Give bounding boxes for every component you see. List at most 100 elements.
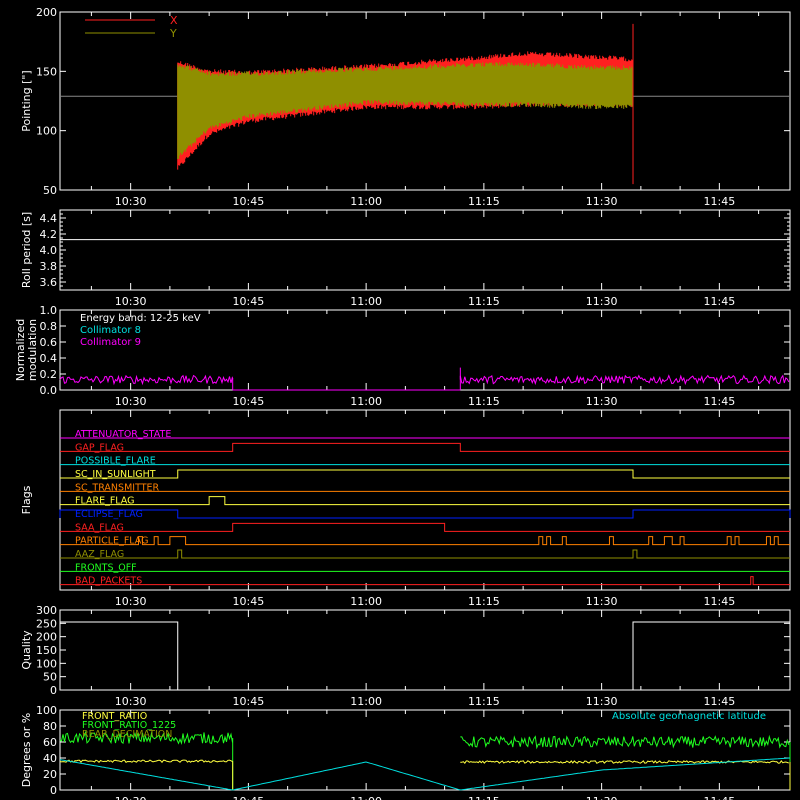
pointing-ytick-label: 150	[36, 65, 57, 78]
flag-label: ECLIPSE_FLAG	[75, 509, 143, 520]
modulation-ylabel: Normalized	[14, 319, 27, 381]
geomagnetic-latitude-curve	[59, 757, 791, 791]
flags-frame	[59, 409, 791, 591]
ratios-ytick-label: 40	[43, 752, 57, 765]
ratios-series-segment	[59, 730, 233, 745]
modulation-ytick-label: 0.4	[40, 352, 58, 365]
flags-time-label: 11:00	[350, 595, 382, 608]
pointing-time-label: 11:30	[586, 195, 618, 208]
pointing-time-label: 10:45	[233, 195, 265, 208]
pointing-ytick-label: 100	[36, 125, 57, 138]
roll_period-ytick-label: 4.0	[40, 244, 58, 257]
roll_period-ytick-label: 4.4	[40, 212, 58, 225]
modulation-ytick-label: 0.2	[40, 368, 58, 381]
modulation-time-label: 11:15	[468, 395, 500, 408]
pointing-ytick-label: 50	[43, 184, 57, 197]
ratios-ytick-label: 20	[43, 768, 57, 781]
flag-label: ATTENUATOR_STATE	[75, 429, 171, 440]
quality-ytick-label: 200	[36, 631, 57, 644]
pointing-time-label: 10:30	[115, 195, 147, 208]
quality-time-label: 10:30	[115, 695, 147, 708]
modulation-series-segment	[459, 374, 790, 386]
pointing-legend-label: Y	[169, 27, 177, 40]
quality-time-label: 11:45	[704, 695, 736, 708]
flag-label: AAZ_FLAG	[75, 549, 124, 560]
modulation-time-label: 11:30	[586, 395, 618, 408]
roll_period-frame	[59, 209, 791, 291]
flag-trace	[60, 496, 790, 506]
modulation-ylabel: modulation	[26, 319, 39, 381]
modulation-legend-label: Collimator 9	[80, 337, 141, 348]
flag-label: SC_TRANSMITTER	[75, 482, 160, 493]
quality-time-label: 11:30	[586, 695, 618, 708]
quality-ytick-label: 250	[36, 617, 57, 630]
flag-label: FRONTS_OFF	[75, 562, 137, 573]
quality-ytick-label: 50	[43, 671, 57, 684]
pointing-time-label: 11:15	[468, 195, 500, 208]
modulation-legend-label: Collimator 8	[80, 325, 141, 336]
ratios-time-label: 11:00	[350, 795, 382, 800]
modulation-ytick-label: 0.0	[40, 384, 58, 397]
roll_period-time-label: 11:30	[586, 295, 618, 308]
quality-time-label: 11:15	[468, 695, 500, 708]
ratios-series-segment	[59, 759, 233, 764]
quality-time-label: 10:45	[233, 695, 265, 708]
quality-ylabel: Quality	[20, 630, 33, 670]
modulation-series-segment	[59, 374, 233, 386]
ratios-time-label: 10:30	[115, 795, 147, 800]
quality-ytick-label: 100	[36, 657, 57, 670]
flags-time-label: 11:45	[704, 595, 736, 608]
flag-trace	[60, 549, 790, 559]
ratios-series-segment	[460, 734, 790, 750]
ratios-legend-label: FRONT_RATIO	[82, 711, 147, 722]
roll_period-time-label: 10:30	[115, 295, 147, 308]
quality-ytick-label: 300	[36, 604, 57, 617]
pointing-frame	[59, 11, 791, 191]
roll_period-time-label: 11:00	[350, 295, 382, 308]
roll_period-ytick-label: 4.2	[40, 228, 58, 241]
flag-label: BAD_PACKETS	[75, 576, 142, 587]
quality-ytick-label: 0	[50, 684, 57, 697]
flags-time-label: 11:15	[468, 595, 500, 608]
roll_period-ylabel: Roll period [s]	[20, 212, 33, 288]
ratios-series-segment	[460, 759, 789, 764]
modulation-time-label: 10:30	[115, 395, 147, 408]
ratios-time-label: 10:45	[233, 795, 265, 800]
roll_period-ytick-label: 3.6	[40, 276, 58, 289]
flag-trace	[60, 576, 790, 586]
roll_period-time-label: 11:15	[468, 295, 500, 308]
flag-label: SAA_FLAG	[75, 522, 124, 533]
ratios-time-label: 11:30	[586, 795, 618, 800]
flags-ylabel: Flags	[20, 485, 33, 514]
flag-trace	[60, 522, 790, 532]
roll_period-time-label: 11:45	[704, 295, 736, 308]
flag-label: SC_IN_SUNLIGHT	[75, 469, 156, 480]
pointing-series-y	[177, 62, 634, 159]
flag-label: FLARE_FLAG	[75, 496, 135, 507]
pointing-time-label: 11:45	[704, 195, 736, 208]
quality-ytick-label: 150	[36, 644, 57, 657]
flags-time-label: 10:45	[233, 595, 265, 608]
modulation-ytick-label: 0.6	[40, 336, 58, 349]
flag-trace	[60, 469, 790, 479]
ratios-ytick-label: 60	[43, 736, 57, 749]
quality-time-label: 11:00	[350, 695, 382, 708]
flag-label: GAP_FLAG	[75, 442, 124, 453]
pointing-legend-label: X	[170, 14, 178, 27]
modulation-time-label: 11:45	[704, 395, 736, 408]
flag-trace	[60, 536, 790, 546]
modulation-ytick-label: 0.8	[40, 320, 58, 333]
ratios-ytick-label: 100	[36, 704, 57, 717]
flag-label: PARTICLE_FLAG	[75, 536, 148, 547]
pointing-ylabel: Pointing ["]	[20, 70, 33, 131]
ratios-time-label: 11:15	[468, 795, 500, 800]
roll_period-time-label: 10:45	[233, 295, 265, 308]
roll_period-ytick-label: 3.8	[40, 260, 58, 273]
flag-trace	[59, 509, 791, 519]
ratios-legend-label: FRONT_RATIO_1225	[82, 720, 176, 731]
modulation-time-label: 10:45	[233, 395, 265, 408]
ratios-legend-label: REAR_DECIMATION	[82, 729, 172, 740]
flag-label: POSSIBLE_FLARE	[75, 456, 156, 467]
ratios-ytick-label: 0	[50, 784, 57, 797]
